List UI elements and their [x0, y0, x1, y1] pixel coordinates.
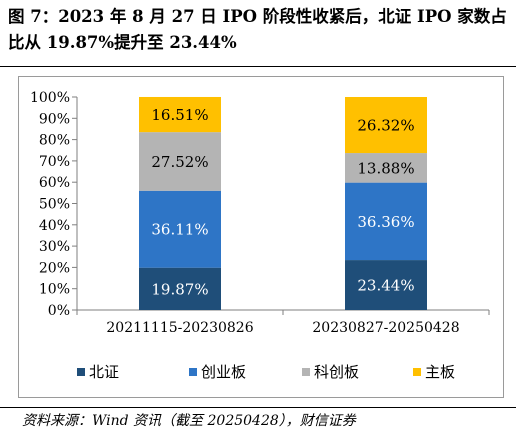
legend-label: 科创板 — [314, 363, 359, 381]
bar-segment — [345, 182, 427, 261]
legend-label: 北证 — [89, 363, 119, 381]
bar-segment — [139, 267, 221, 310]
legend-label: 创业板 — [201, 363, 246, 381]
stacked-bar-chart: 0% 10% 20% 30% 40% 50% 60% 70% 80% 90% 100% 19.87% 3… — [30, 90, 490, 381]
y-tick-label: 90% — [39, 111, 70, 127]
x-tick-label: 20211115-20230826 — [106, 320, 253, 336]
legend-swatch — [189, 368, 197, 376]
bar-segment — [139, 96, 221, 133]
bar-segment — [345, 97, 427, 154]
y-tick-label: 30% — [39, 239, 70, 255]
title-divider — [0, 66, 516, 67]
data-label: 26.32% — [357, 117, 414, 135]
chart-area: 0% 10% 20% 30% 40% 50% 60% 70% 80% 90% 100% 19.87% 3… — [18, 76, 504, 398]
y-tick-label: 80% — [39, 133, 70, 149]
data-label: 19.87% — [151, 280, 208, 298]
figure-title: 图 7：2023 年 8 月 27 日 IPO 阶段性收紧后，北证 IPO 家数… — [8, 7, 507, 52]
bar-segment — [345, 260, 427, 310]
y-tick-label: 50% — [39, 197, 70, 213]
legend-swatch — [77, 368, 85, 376]
data-label: 36.36% — [357, 213, 414, 231]
legend-swatch — [413, 368, 421, 376]
data-label: 36.11% — [151, 221, 208, 239]
source-note: 资料来源：Wind 资讯（截至 20250428），财信证券 — [22, 413, 356, 429]
data-label: 16.51% — [151, 106, 208, 124]
bar-segment — [139, 132, 221, 191]
y-tick-label: 40% — [39, 218, 70, 234]
bar-segment — [139, 190, 221, 268]
y-tick-label: 60% — [39, 175, 70, 191]
data-label: 13.88% — [357, 159, 414, 177]
y-tick-label: 100% — [30, 90, 70, 106]
y-tick-label: 10% — [39, 282, 70, 298]
data-label: 27.52% — [151, 153, 208, 171]
legend-swatch — [302, 368, 310, 376]
bar-segment — [345, 153, 427, 183]
x-tick-label: 20230827-20250428 — [312, 320, 459, 336]
y-tick-label: 0% — [48, 303, 70, 319]
legend-label: 主板 — [425, 363, 455, 381]
y-tick-label: 20% — [39, 260, 70, 276]
source-divider — [0, 407, 516, 408]
data-label: 23.44% — [357, 277, 414, 295]
y-tick-label: 70% — [39, 154, 70, 170]
